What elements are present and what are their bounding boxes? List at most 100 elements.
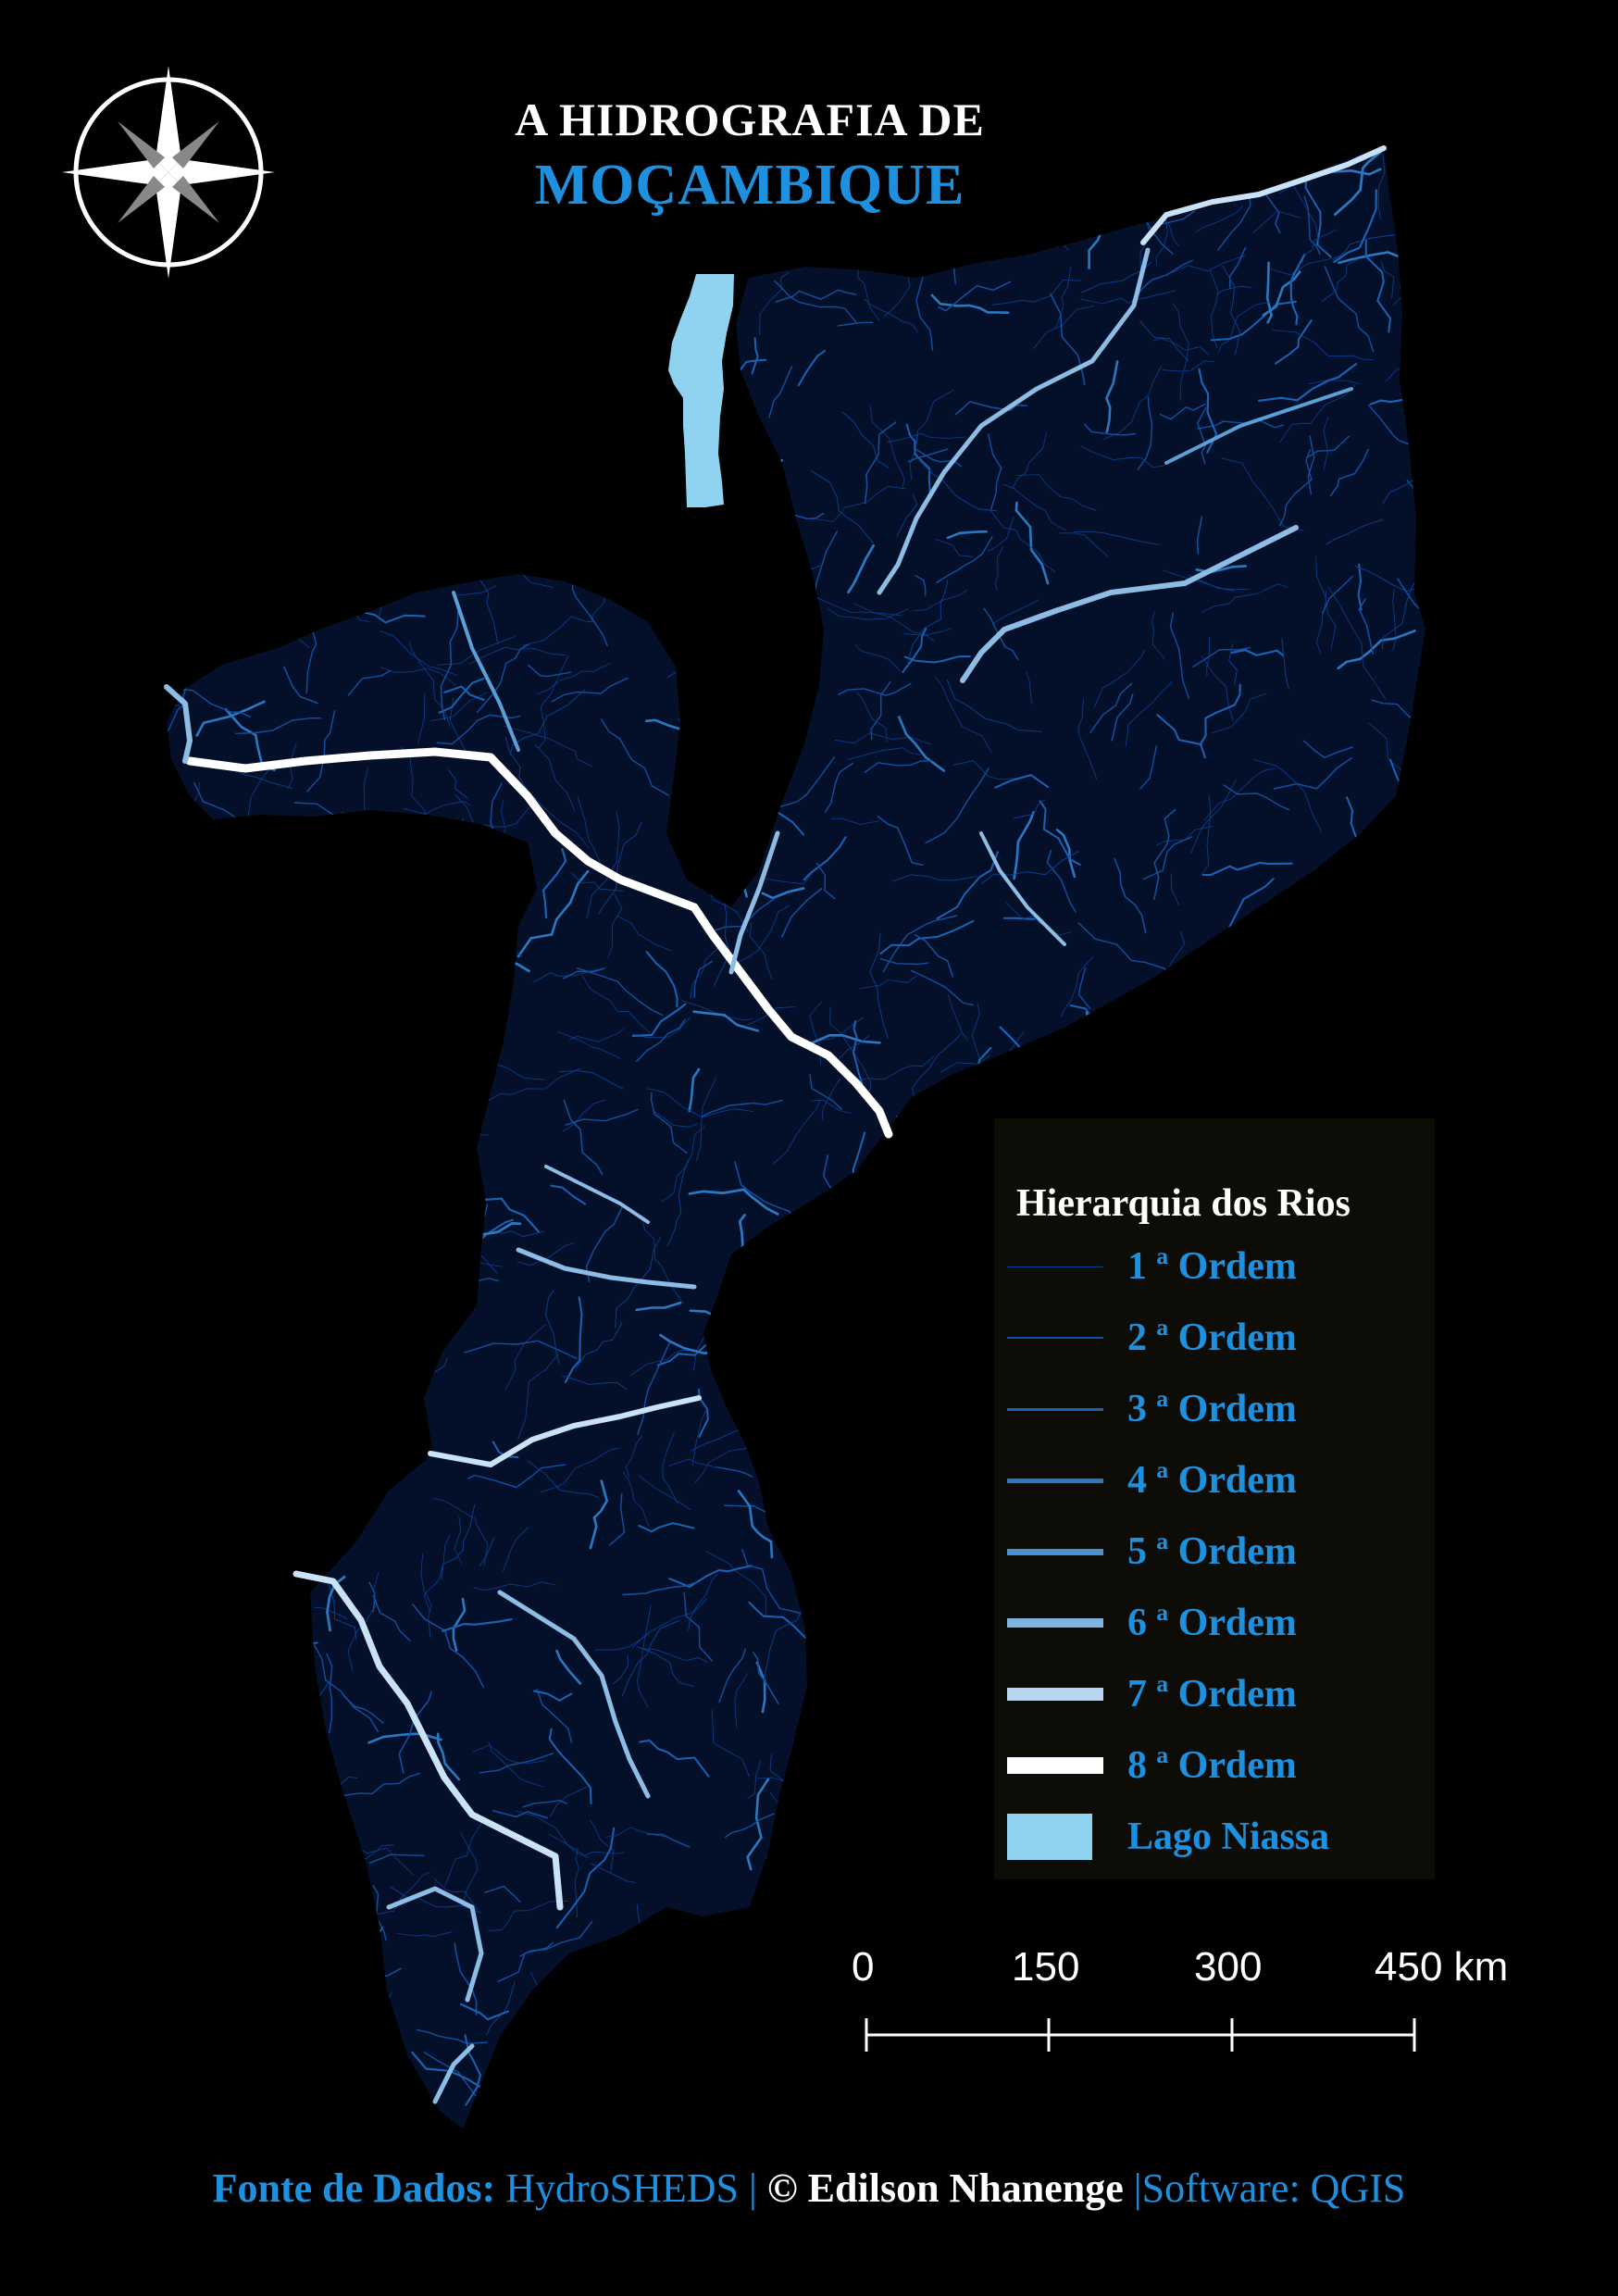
- stream-segment: [189, 1081, 276, 1100]
- stream-segment: [952, 1382, 973, 1433]
- stream-segment: [826, 1272, 867, 1338]
- stream-segment: [636, 1604, 652, 1708]
- stream-segment: [191, 1026, 205, 1086]
- stream-segment: [1275, 319, 1313, 365]
- stream-segment: [318, 1333, 332, 1392]
- stream-segment: [915, 934, 953, 978]
- stream-segment: [234, 1932, 314, 1953]
- stream-segment: [1377, 154, 1386, 220]
- stream-segment: [1190, 779, 1237, 855]
- stream-segment: [1163, 569, 1249, 591]
- stream-segment: [690, 787, 778, 818]
- stream-segment: [1170, 963, 1180, 1062]
- stream-segment: [373, 1279, 436, 1366]
- scale-label-150: 150: [1012, 1944, 1080, 1990]
- stream-segment: [882, 1448, 927, 1482]
- stream-segment: [193, 947, 245, 1015]
- stream-segment: [946, 530, 988, 540]
- stream-segment: [576, 337, 667, 360]
- stream-segment: [391, 173, 404, 231]
- stream-segment: [684, 837, 708, 877]
- stream-segment: [1387, 937, 1413, 1007]
- stream-segment: [420, 316, 444, 374]
- stream-segment: [572, 293, 679, 306]
- stream-segment: [1158, 2111, 1235, 2129]
- stream-segment: [751, 1330, 799, 1362]
- stream-segment: [821, 1616, 880, 1631]
- stream-segment: [186, 2023, 235, 2046]
- stream-segment: [752, 1934, 786, 1960]
- stream-segment: [1089, 682, 1133, 733]
- stream-segment: [775, 289, 857, 303]
- stream-segment: [329, 962, 380, 1014]
- stream-segment: [201, 1947, 227, 2015]
- stream-segment: [854, 644, 901, 671]
- stream-segment: [1253, 759, 1323, 833]
- stream-segment: [753, 1652, 779, 1704]
- stream-segment: [1201, 794, 1212, 875]
- stream-segment: [1080, 2097, 1131, 2129]
- stream-segment: [286, 1847, 313, 1906]
- stream-segment: [953, 760, 1019, 780]
- stream-segment: [946, 679, 1042, 732]
- stream-segment: [442, 1618, 513, 1632]
- main-rivers: [164, 145, 1387, 2104]
- stream-segment: [535, 501, 593, 537]
- legend-swatch-order-5: [1007, 1549, 1103, 1555]
- stream-segment: [398, 1691, 432, 1774]
- stream-segment: [713, 899, 730, 987]
- stream-segment: [330, 871, 353, 920]
- stream-segment: [1002, 483, 1066, 530]
- stream-segment: [1026, 671, 1033, 705]
- stream-segment: [753, 1338, 778, 1425]
- stream-segment: [396, 1931, 453, 1938]
- stream-segment: [709, 234, 763, 275]
- stream-segment: [1423, 2071, 1425, 2110]
- stream-segment: [873, 1473, 949, 1501]
- stream-segment: [1329, 1019, 1400, 1092]
- stream-segment: [357, 1017, 386, 1090]
- river-order-6-maputo: [432, 2043, 475, 2104]
- stream-segment: [536, 373, 566, 435]
- stream-segment: [284, 2032, 346, 2088]
- stream-segment: [306, 531, 339, 587]
- stream-segment: [167, 1339, 210, 1367]
- stream-segment: [741, 1549, 807, 1616]
- stream-segment: [1334, 150, 1382, 216]
- stream-segment: [827, 1549, 906, 1574]
- stream-segment: [313, 1556, 357, 1641]
- stream-segment: [238, 285, 297, 296]
- stream-segment: [952, 1621, 989, 1657]
- stream-segment: [314, 286, 341, 323]
- stream-segment: [631, 1003, 687, 1037]
- stream-segment: [436, 714, 521, 745]
- stream-segment: [229, 1393, 281, 1419]
- stream-segment: [877, 816, 924, 866]
- stream-segment: [819, 2101, 877, 2120]
- stream-segment: [196, 2123, 264, 2129]
- stream-segment: [896, 1326, 931, 1416]
- stream-segment: [1199, 683, 1241, 746]
- stream-segment: [688, 1067, 701, 1113]
- stream-segment: [795, 1812, 819, 1884]
- stream-segment: [898, 716, 946, 772]
- stream-segment: [494, 355, 517, 414]
- stream-segment: [167, 1894, 220, 1935]
- stream-segment: [515, 1810, 589, 1858]
- legend-swatch-lake: [1007, 1814, 1092, 1860]
- stream-segment: [1318, 2051, 1383, 2081]
- stream-segment: [677, 530, 716, 573]
- stream-segment: [730, 1940, 774, 1975]
- stream-segment: [576, 967, 664, 1017]
- stream-segment: [1184, 1026, 1214, 1053]
- stream-segment: [1089, 2020, 1121, 2045]
- stream-segment: [176, 1413, 233, 1461]
- legend-swatch-order-8: [1007, 1757, 1103, 1774]
- stream-segment: [252, 1027, 263, 1085]
- stream-segment: [688, 1188, 779, 1216]
- stream-segment: [685, 220, 742, 251]
- stream-segment: [984, 1953, 1013, 1982]
- stream-segment: [195, 1841, 207, 1890]
- stream-segment: [429, 482, 461, 518]
- stream-segment: [317, 820, 390, 836]
